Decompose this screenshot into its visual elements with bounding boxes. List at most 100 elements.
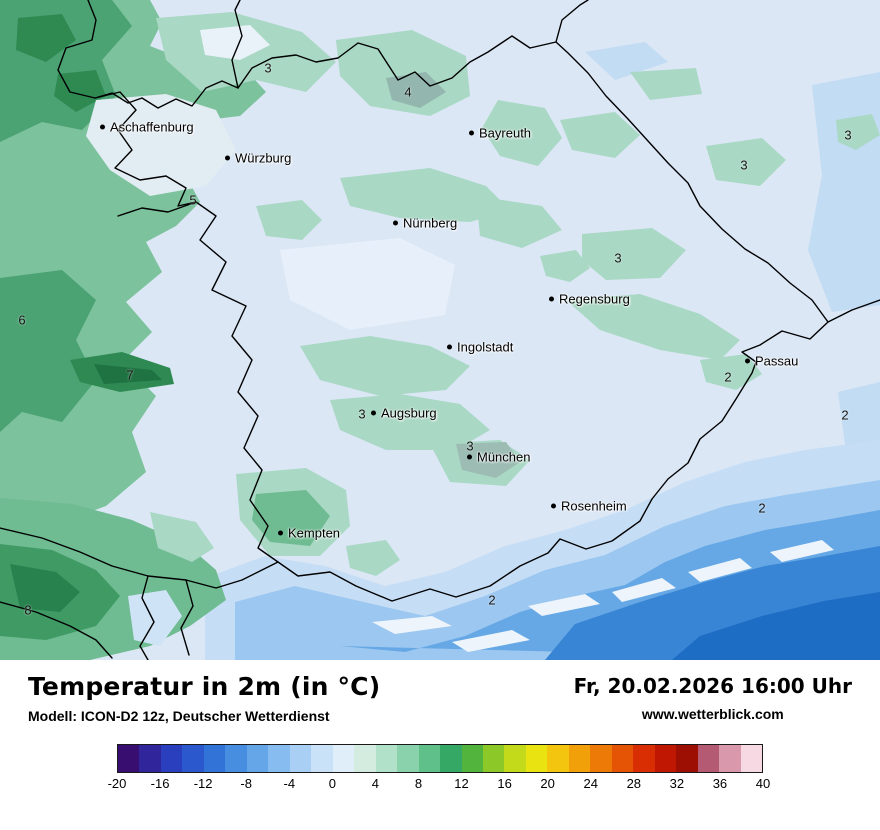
legend-tick: 8 [414, 776, 423, 791]
legend-segment [611, 745, 634, 772]
legend-segment [289, 745, 312, 772]
temp-value: 3 [264, 60, 272, 76]
legend-ticks: -20 -16 -12 -8 -4 0 4 8 12 16 20 24 28 32 36 40 [108, 776, 771, 796]
temp-value: 5 [189, 192, 197, 208]
city-label: Regensburg [559, 291, 630, 307]
temp-value: 2 [758, 500, 766, 516]
legend-segment [268, 745, 290, 772]
legend-tick: 24 [583, 776, 598, 791]
temp-value: 2 [724, 369, 732, 385]
city-label: Kempten [288, 525, 341, 541]
legend-tick: 16 [497, 776, 512, 791]
temp-value: 3 [740, 157, 748, 173]
legend-bar [117, 744, 763, 773]
legend-segment [440, 745, 462, 772]
legend-segment [676, 745, 698, 772]
temp-value: 6 [18, 312, 26, 328]
city-label: Bayreuth [479, 125, 532, 141]
map-labels: Aschaffenburg Würzburg Bayreuth Nürnberg Reg… [18, 60, 852, 618]
page-title: Temperatur in 2m (in °C) [28, 672, 381, 701]
border-lines [0, 0, 880, 660]
city-dot-icon [745, 358, 750, 364]
city-dot-icon [393, 220, 398, 226]
legend-segment [311, 745, 333, 772]
legend-segment [182, 745, 204, 772]
legend-tick: 28 [626, 776, 642, 791]
city-label: Würzburg [235, 150, 292, 166]
footer: Temperatur in 2m (in °C) Modell: ICON-D2… [0, 660, 880, 830]
temp-value: 3 [614, 250, 622, 266]
legend-segment [354, 745, 376, 772]
city-marker: Rosenheim [551, 499, 627, 514]
temperature-legend: -20 -16 -12 -8 -4 0 4 8 12 16 20 24 28 32 36 40 [108, 744, 771, 796]
legend-segment [590, 745, 612, 772]
legend-segment [118, 745, 140, 772]
temp-value: 7 [126, 367, 134, 383]
city-label: Rosenheim [561, 498, 627, 514]
temp-value: 4 [404, 84, 412, 100]
legend-tick: 0 [328, 776, 336, 791]
city-label: Passau [755, 353, 799, 369]
legend-segment [418, 745, 441, 772]
city-dot-icon [467, 454, 472, 460]
legend-tick: 12 [454, 776, 469, 791]
legend-segment [461, 745, 483, 772]
weather-map: Aschaffenburg Würzburg Bayreuth Nürnberg Reg… [0, 0, 880, 660]
temp-value: 3 [358, 406, 366, 422]
city-marker: Aschaffenburg [100, 120, 194, 135]
date-block: Fr, 20.02.2026 16:00 Uhr www.wetterblick… [574, 672, 852, 722]
temp-value: 3 [844, 127, 852, 143]
legend-segment [332, 745, 355, 772]
legend-segment [504, 745, 526, 772]
city-label: Aschaffenburg [110, 119, 194, 135]
temp-value: 3 [466, 438, 474, 454]
legend-tick: -20 [107, 776, 127, 791]
legend-tick: 4 [371, 776, 380, 791]
title-block: Temperatur in 2m (in °C) Modell: ICON-D2… [28, 672, 380, 724]
legend-segment [525, 745, 548, 772]
legend-tick: 36 [712, 776, 728, 791]
legend-tick: 32 [669, 776, 685, 791]
legend-segment [160, 745, 183, 772]
temp-value: 8 [24, 602, 32, 618]
city-dot-icon [551, 503, 556, 509]
city-marker: München [467, 450, 530, 465]
legend-segment [740, 745, 763, 772]
legend-segment [719, 745, 741, 772]
city-dot-icon [100, 124, 105, 130]
legend-tick: -4 [283, 776, 296, 791]
legend-segment [482, 745, 505, 772]
legend-segment [547, 745, 569, 772]
city-marker: Würzburg [225, 151, 291, 166]
forecast-datetime: Fr, 20.02.2026 16:00 Uhr [573, 674, 852, 698]
city-label: München [477, 449, 531, 465]
city-label: Augsburg [381, 405, 437, 421]
city-marker: Kempten [278, 526, 340, 541]
city-dot-icon [371, 410, 376, 416]
legend-segment [225, 745, 247, 772]
city-dot-icon [447, 344, 452, 350]
legend-tick: 40 [755, 776, 771, 791]
legend-segment [697, 745, 720, 772]
city-marker: Regensburg [549, 292, 630, 307]
city-marker: Ingolstadt [447, 340, 513, 355]
website-label: www.wetterblick.com [641, 706, 784, 722]
legend-segment [375, 745, 398, 772]
legend-segment [397, 745, 419, 772]
city-label: Ingolstadt [457, 339, 514, 355]
legend-segment [139, 745, 161, 772]
weather-map-svg [0, 0, 880, 660]
temp-value: 2 [841, 407, 849, 423]
legend-segment [633, 745, 655, 772]
city-marker: Augsburg [371, 406, 437, 421]
legend-segment [203, 745, 226, 772]
city-dot-icon [469, 130, 474, 136]
model-info: Modell: ICON-D2 12z, Deutscher Wetterdie… [28, 708, 330, 724]
city-dot-icon [225, 155, 230, 161]
legend-segment [568, 745, 591, 772]
city-dot-icon [278, 530, 283, 536]
city-label: Nürnberg [403, 215, 458, 231]
city-dot-icon [549, 296, 554, 302]
legend-tick: -16 [150, 776, 170, 791]
city-marker: Bayreuth [469, 126, 531, 141]
